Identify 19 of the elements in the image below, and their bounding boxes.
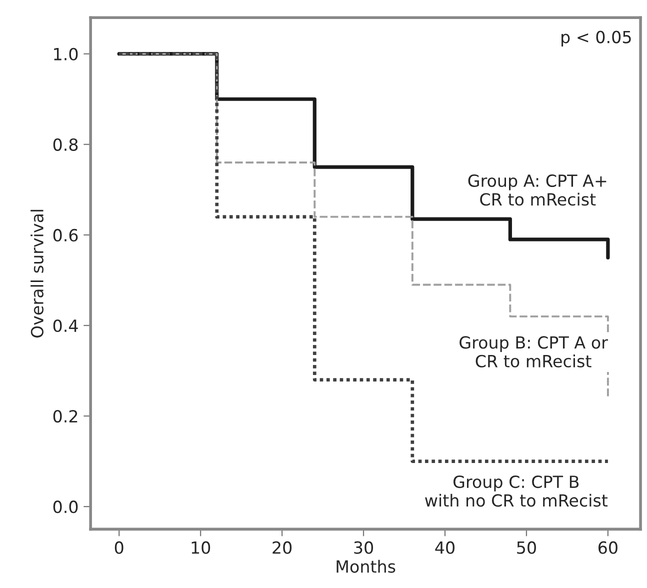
series-label: Group B: CPT A or CR to mRecist	[460, 336, 608, 368]
x-axis-title: Months	[336, 560, 396, 573]
x-tick-label: 10	[192, 541, 210, 554]
y-tick-label: 0.0	[53, 500, 78, 514]
x-tick-label: 20	[272, 541, 292, 554]
x-tick-label: 0	[114, 541, 124, 554]
y-tick-label: 1.0	[54, 48, 78, 60]
x-tick-label: 40	[435, 541, 454, 554]
y-tick-label: 0.4	[53, 319, 78, 332]
x-tick-label: 60	[598, 541, 618, 554]
x-tick-label: 30	[354, 541, 374, 554]
y-tick-label: 0.8	[53, 138, 78, 151]
y-tick-label: 0.6	[53, 228, 78, 242]
y-tick-label: 0.2	[53, 410, 78, 423]
series-label: Group A: CPT A+ CR to mRecist	[468, 174, 606, 206]
annotation: p < 0.05	[562, 30, 631, 47]
y-axis-title: Overall survival	[30, 210, 44, 338]
x-tick-label: 50	[517, 541, 536, 554]
series-label: Group C: CPT B with no CR to mRecist	[425, 475, 608, 507]
